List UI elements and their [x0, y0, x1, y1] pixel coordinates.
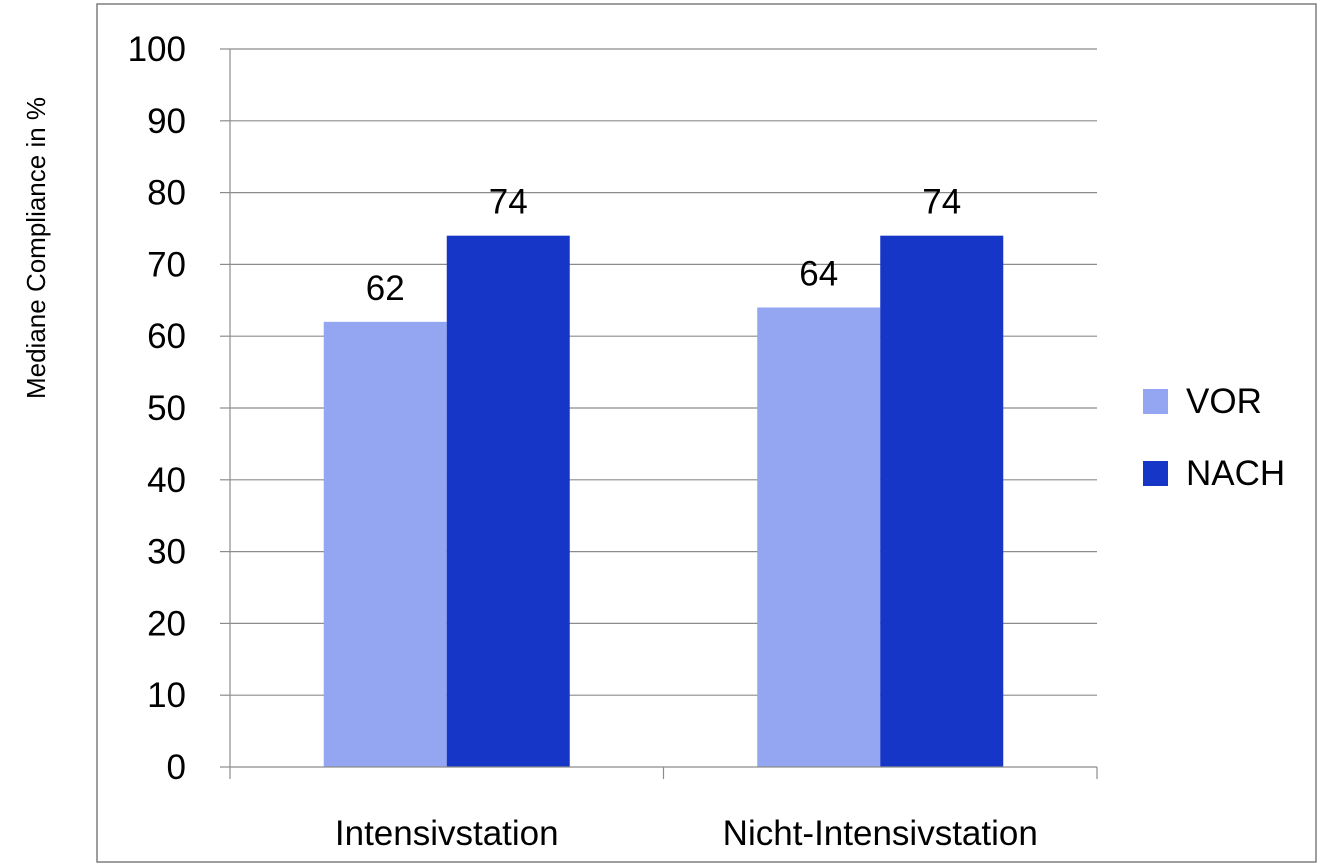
data-label: 64	[799, 254, 838, 293]
y-tick-label: 70	[147, 245, 186, 284]
y-axis-title: Mediane Compliance in %	[21, 97, 51, 399]
y-tick-label: 0	[167, 748, 186, 787]
x-category-label: Nicht-Intensivstation	[723, 814, 1038, 853]
y-tick-label: 100	[128, 30, 186, 69]
legend-label-nach: NACH	[1186, 454, 1285, 493]
y-tick-label: 50	[147, 389, 186, 428]
y-tick-label: 20	[147, 604, 186, 643]
data-labels: 62 74 64 74	[366, 183, 961, 308]
axes: 0 10 20 30 40 50 60 70 80 90 100 Intensivstation Nic…	[128, 30, 1098, 853]
bar-vor-1	[323, 321, 447, 767]
x-category-label: Intensivstation	[335, 814, 559, 853]
legend-swatch-vor	[1143, 389, 1168, 414]
legend-label-vor: VOR	[1186, 382, 1262, 421]
data-label: 74	[922, 183, 961, 222]
y-tick-label: 30	[147, 533, 186, 572]
y-tick-label: 60	[147, 317, 186, 356]
data-label: 62	[366, 269, 405, 308]
y-tick-label: 90	[147, 102, 186, 141]
bar-nach-1	[446, 235, 570, 767]
legend: VOR NACH	[1143, 382, 1285, 493]
data-label: 74	[489, 183, 528, 222]
legend-swatch-nach	[1143, 461, 1168, 486]
bar-nach-2	[880, 235, 1004, 767]
bars	[323, 235, 1004, 767]
chart-border	[96, 3, 1317, 863]
y-tick-label: 40	[147, 461, 186, 500]
y-tick-label: 80	[147, 174, 186, 213]
bar-vor-2	[757, 307, 881, 767]
y-tick-label: 10	[147, 676, 186, 715]
